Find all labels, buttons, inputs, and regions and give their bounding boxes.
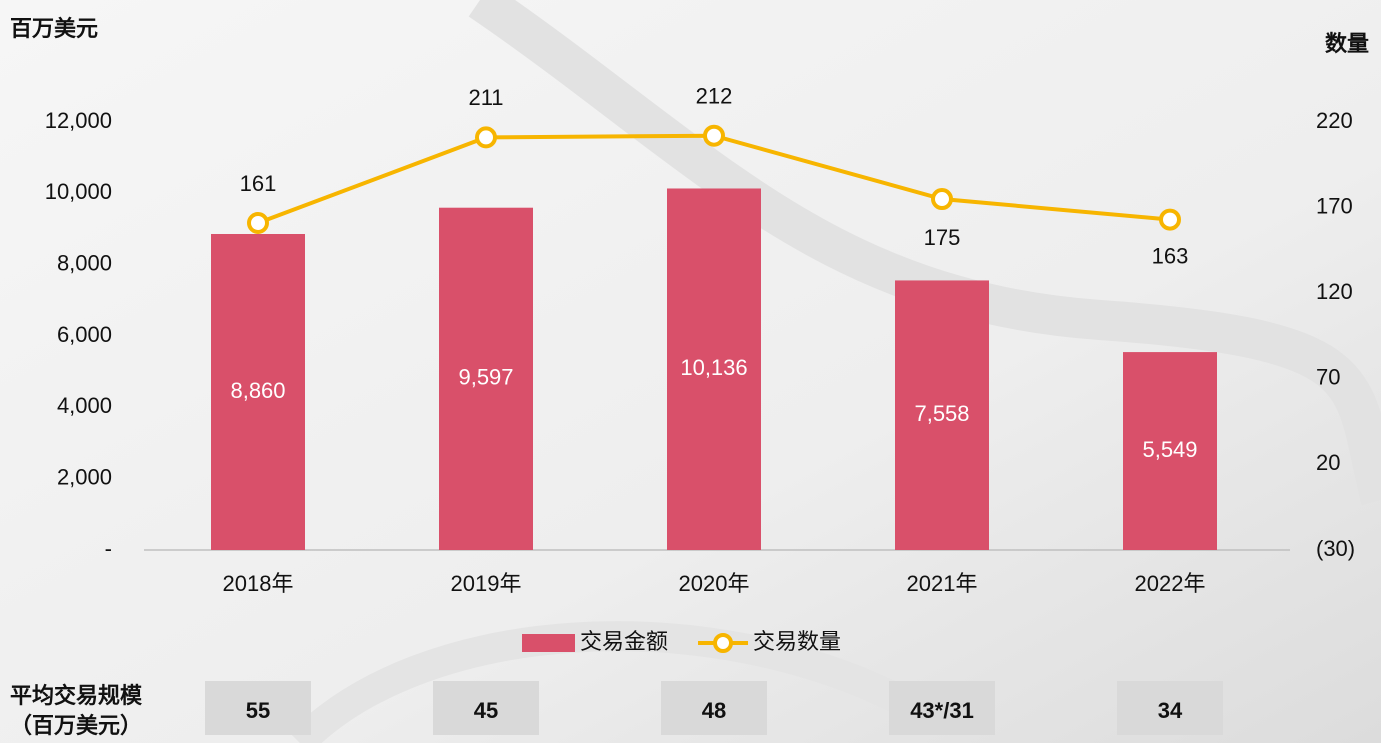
avg-box — [205, 681, 311, 735]
line-value-label: 211 — [468, 85, 503, 110]
line-marker — [703, 124, 725, 147]
y-tick-label: - — [105, 536, 112, 561]
x-tick-label: 2022年 — [1135, 571, 1206, 596]
line-marker — [475, 126, 497, 149]
legend-swatch — [522, 634, 575, 652]
y2-tick-label: (30) — [1316, 536, 1355, 561]
bar — [895, 280, 989, 550]
avg-box — [1117, 681, 1223, 735]
x-tick-label: 2018年 — [223, 571, 294, 596]
y-tick-label: 12,000 — [45, 108, 112, 133]
avg-box — [433, 681, 539, 735]
y2-tick-label: 20 — [1316, 450, 1340, 475]
y-axis-title: 百万美元 — [10, 16, 98, 41]
y2-tick-label: 120 — [1316, 279, 1353, 304]
decor — [468, 0, 1381, 505]
bar-value-label: 5,549 — [1142, 437, 1197, 462]
line-marker — [1159, 208, 1181, 231]
bar — [439, 207, 533, 550]
y-tick-label: 2,000 — [57, 464, 112, 489]
avg-value: 34 — [1158, 698, 1183, 723]
legend-swatch — [713, 633, 734, 653]
y-tick-label: 4,000 — [57, 393, 112, 418]
row-label: （百万美元） — [10, 713, 142, 738]
legend-label: 交易数量 — [753, 629, 841, 654]
avg-value: 48 — [702, 698, 726, 723]
y2-tick-label: 220 — [1316, 108, 1353, 133]
row-label: 平均交易规模 — [10, 683, 143, 708]
y2-tick-label: 70 — [1316, 365, 1340, 390]
avg-value: 55 — [246, 698, 270, 723]
y2-tick-label: 170 — [1316, 193, 1353, 218]
line-value-label: 212 — [696, 84, 733, 109]
bar — [667, 188, 761, 550]
bar-value-label: 8,860 — [230, 378, 285, 403]
y-tick-label: 6,000 — [57, 322, 112, 347]
avg-box — [661, 681, 767, 735]
line-value-label: 175 — [924, 225, 961, 250]
line-value-label: 163 — [1152, 243, 1189, 268]
bar — [211, 233, 305, 550]
bar-value-label: 9,597 — [458, 365, 513, 390]
avg-box — [889, 681, 995, 735]
y-tick-label: 10,000 — [45, 179, 112, 204]
y2-axis-title: 数量 — [1325, 31, 1369, 56]
line-marker — [931, 188, 953, 211]
avg-value: 43*/31 — [910, 698, 974, 723]
x-tick-label: 2020年 — [679, 571, 750, 596]
bar-value-label: 10,136 — [680, 355, 747, 380]
line-marker — [247, 212, 269, 235]
legend-label: 交易金额 — [580, 629, 668, 654]
bar-value-label: 7,558 — [914, 401, 969, 426]
bar — [1123, 352, 1217, 550]
y-tick-label: 8,000 — [57, 250, 112, 275]
line-value-label: 161 — [240, 171, 277, 196]
avg-value: 45 — [474, 698, 498, 723]
x-tick-label: 2019年 — [451, 571, 522, 596]
x-tick-label: 2021年 — [907, 571, 978, 596]
